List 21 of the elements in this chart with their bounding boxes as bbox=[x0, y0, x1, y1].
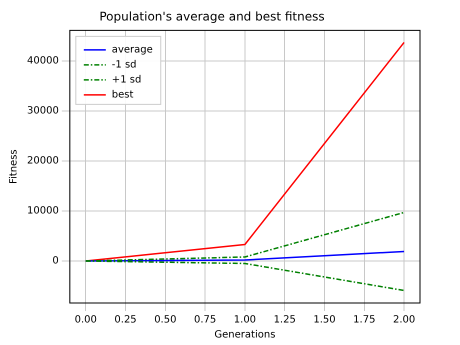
y-tick-label: 30000 bbox=[27, 106, 59, 117]
y-tick-label: 0 bbox=[52, 256, 59, 267]
y-tick-label: 40000 bbox=[27, 56, 59, 67]
x-tick-label: 0.75 bbox=[194, 314, 216, 326]
y-tick-label: 20000 bbox=[27, 156, 59, 167]
chart-title: Population's average and best fitness bbox=[99, 9, 325, 24]
legend-label: -1 sd bbox=[112, 59, 137, 70]
x-tick-label: 1.75 bbox=[353, 314, 376, 326]
y-tick-label: 10000 bbox=[27, 206, 59, 217]
x-tick-label: 1.50 bbox=[313, 314, 336, 326]
legend-label: +1 sd bbox=[112, 74, 142, 86]
y-axis-title: Fitness bbox=[8, 149, 20, 184]
x-tick-label: 0.50 bbox=[154, 314, 176, 326]
legend-label: best bbox=[112, 89, 134, 100]
x-tick-label: 0.00 bbox=[74, 314, 97, 326]
x-tick-label: 1.25 bbox=[274, 314, 296, 326]
x-tick-label: 2.00 bbox=[392, 314, 416, 326]
x-tick-label: 1.00 bbox=[234, 314, 256, 326]
legend-label: average bbox=[112, 44, 153, 56]
x-axis-title: Generations bbox=[214, 330, 276, 341]
x-tick-label: 0.25 bbox=[114, 314, 137, 326]
